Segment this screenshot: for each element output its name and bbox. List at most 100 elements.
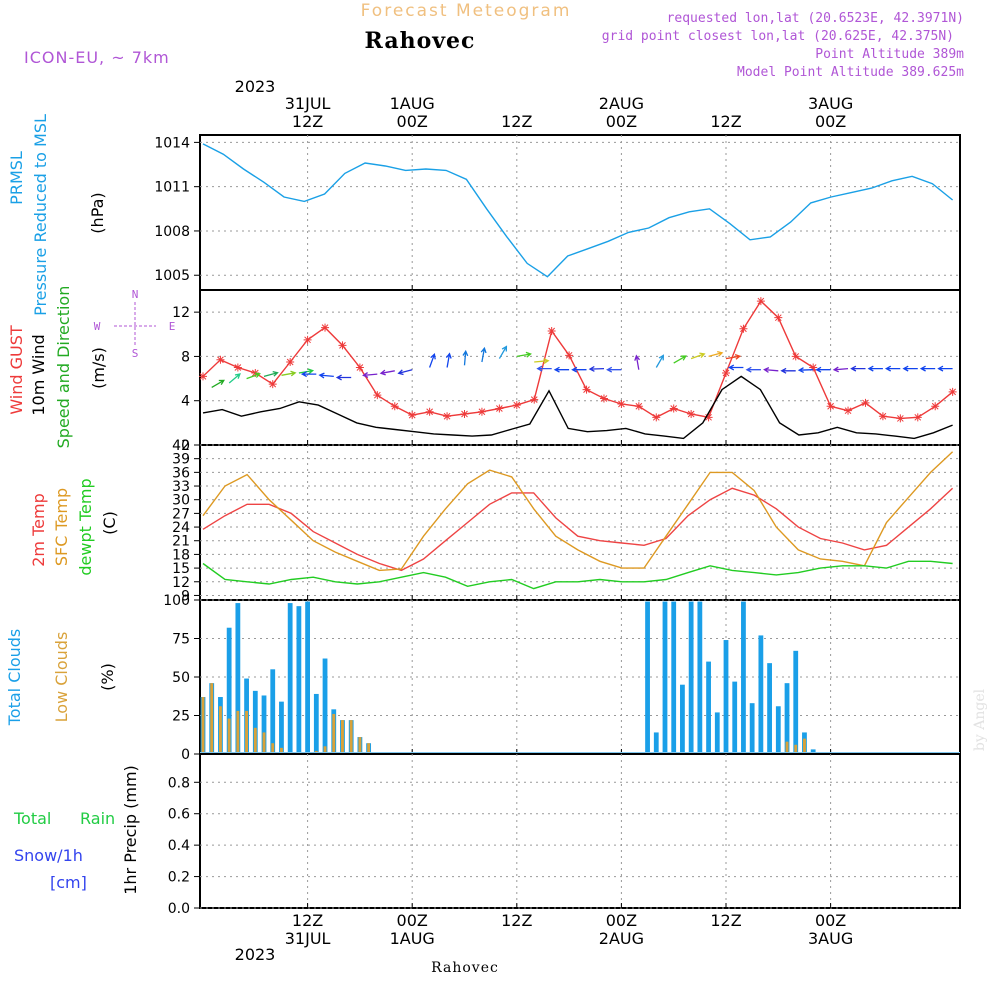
- compass-w: W: [94, 320, 101, 333]
- ytick-label-pressure: 1014: [154, 135, 190, 151]
- total-cloud-bar: [680, 684, 685, 754]
- ytick-label-precipitation: 0.6: [168, 807, 190, 823]
- low-cloud-bar: [785, 741, 789, 754]
- ytick-label-temperature: 15: [172, 561, 190, 577]
- wind-direction-arrow: [708, 350, 724, 358]
- bottom-time-label: 00Z: [606, 911, 637, 930]
- wind-direction-arrow: [919, 365, 936, 372]
- p5-label-c: Snow/1h: [14, 846, 83, 865]
- low-cloud-bar: [253, 727, 257, 754]
- total-cloud-bar: [305, 601, 310, 754]
- model-altitude: Model Point Altitude 389.625m: [737, 65, 964, 80]
- gust-marker: [791, 352, 800, 361]
- gust-marker: [774, 313, 783, 322]
- total-cloud-bar: [758, 635, 764, 754]
- gust-marker: [286, 357, 295, 366]
- total-cloud-bar: [749, 703, 755, 754]
- p5-label-d: [cm]: [50, 873, 87, 892]
- p1-label-b: Pressure Reduced to MSL: [31, 114, 50, 316]
- top-date-label: 1AUG: [390, 94, 435, 113]
- gust-marker: [512, 401, 521, 410]
- low-cloud-bar: [262, 732, 266, 754]
- wind-direction-arrow: [246, 372, 261, 380]
- wind-direction-arrow: [832, 366, 849, 373]
- app-title: Forecast Meteogram: [361, 1, 572, 21]
- total-cloud-bar: [671, 601, 677, 754]
- gust-marker: [477, 407, 486, 416]
- compass-s: S: [132, 347, 139, 360]
- p1-label-a: PRMSL: [7, 151, 26, 205]
- top-time-label: 00Z: [815, 112, 846, 131]
- wind-direction-arrow: [571, 366, 587, 373]
- total-cloud-bar: [287, 603, 293, 754]
- wind-direction-arrow: [516, 351, 532, 358]
- gust-marker: [216, 355, 225, 364]
- ytick-label-temperature: 42: [172, 438, 190, 454]
- p3-label-b: SFC Temp: [52, 488, 71, 566]
- gust-marker: [861, 398, 870, 407]
- gust-marker: [756, 297, 765, 306]
- p5-unit: 1hr Precip (mm): [121, 765, 140, 895]
- total-cloud-bar: [810, 749, 816, 754]
- p5-label-b: Rain: [80, 809, 115, 828]
- gust-marker: [495, 404, 504, 413]
- gust-marker: [826, 402, 835, 411]
- panel-frame-wind: [199, 289, 961, 446]
- low-cloud-bar: [227, 718, 231, 754]
- model-label: ICON-EU, ~ 7km: [24, 48, 170, 67]
- gust-marker: [931, 402, 940, 411]
- low-cloud-bar: [794, 744, 798, 754]
- p3-label-a: 2m Temp: [29, 493, 48, 567]
- wind-direction-arrow: [850, 365, 866, 372]
- gust-marker: [321, 323, 330, 332]
- wind-direction-arrow: [318, 372, 334, 379]
- ytick-label-temperature: 21: [172, 534, 190, 550]
- ytick-label-pressure: 1011: [154, 180, 190, 196]
- wind-direction-arrow: [536, 365, 552, 372]
- gust-marker: [948, 387, 957, 396]
- total-cloud-bar: [688, 601, 694, 754]
- ytick-label-temperature: 39: [172, 452, 190, 468]
- wind-direction-arrow: [445, 352, 452, 368]
- wind-direction-arrow: [634, 354, 641, 370]
- ytick-label-pressure: 1008: [154, 224, 190, 240]
- wind-direction-arrow: [884, 365, 901, 372]
- ytick-label-precipitation: 0.8: [168, 775, 190, 791]
- gust-marker: [739, 324, 748, 333]
- total-cloud-bar: [784, 683, 790, 754]
- gust-marker: [582, 385, 591, 394]
- top-time-label: 00Z: [606, 112, 637, 131]
- footer-location: Rahovec: [431, 960, 499, 976]
- total-cloud-bar: [662, 601, 668, 754]
- wind-direction-arrow: [797, 367, 814, 373]
- wind-direction-arrow: [428, 353, 436, 368]
- ytick-label-precipitation: 0.4: [168, 838, 190, 854]
- wind-direction-arrow: [498, 345, 508, 359]
- gust-marker: [355, 363, 364, 372]
- wind-direction-arrow: [725, 353, 742, 360]
- p4-unit: (%): [98, 663, 117, 691]
- ytick-label-clouds: 0: [181, 747, 190, 763]
- total-cloud-bar: [653, 732, 659, 754]
- wind-direction-arrow: [480, 346, 487, 363]
- wind-direction-arrow: [763, 367, 779, 373]
- low-cloud-bar: [803, 738, 806, 754]
- p2-label-b: 10m Wind: [29, 334, 48, 415]
- total-cloud-bar: [235, 603, 241, 754]
- bottom-year: 2023: [235, 945, 276, 964]
- wind-direction-arrow: [673, 355, 687, 364]
- gust-marker: [809, 363, 818, 372]
- gust-marker: [844, 406, 853, 415]
- wind-direction-arrow: [281, 370, 297, 377]
- bottom-date-label: 3AUG: [808, 929, 853, 948]
- gust-marker: [634, 402, 643, 411]
- gust-marker: [599, 394, 608, 403]
- low-cloud-bar: [349, 720, 353, 754]
- gust-marker: [896, 414, 905, 423]
- requested-coords: requested lon,lat (20.6523E, 42.3971N): [667, 11, 964, 26]
- low-cloud-bar: [245, 710, 249, 754]
- top-date-label: 31JUL: [285, 94, 331, 113]
- ytick-label-wind: 0: [181, 438, 190, 454]
- ytick-label-temperature: 18: [172, 547, 190, 563]
- gust-marker: [617, 400, 626, 409]
